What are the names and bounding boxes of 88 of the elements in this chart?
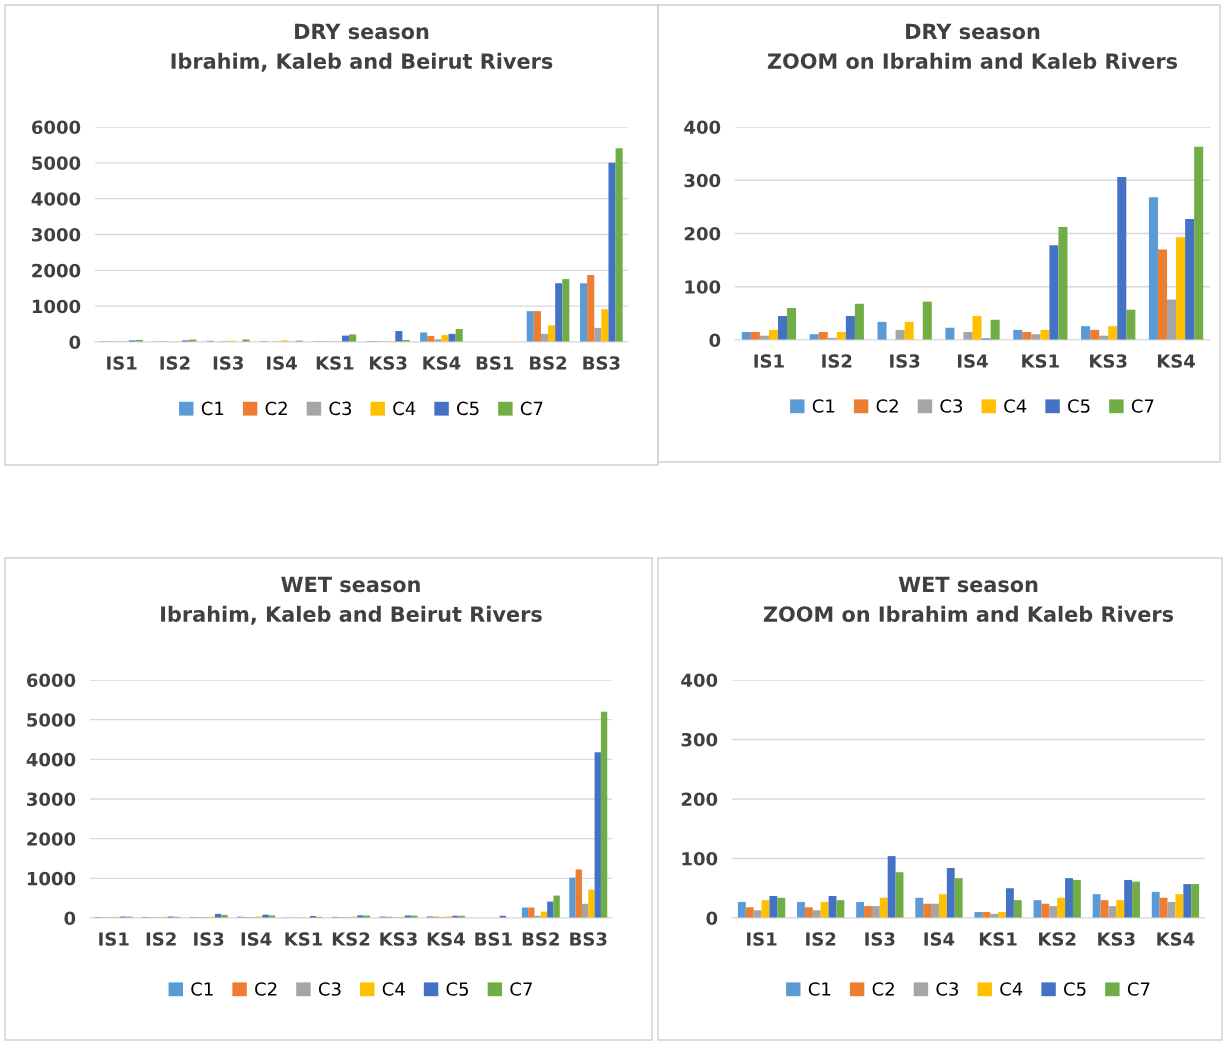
y-tick-label: 400 bbox=[684, 120, 721, 135]
y-tick-label: 4000 bbox=[26, 752, 76, 767]
x-tick-label: KS4 bbox=[423, 356, 461, 370]
x-tick-label: IS1 bbox=[99, 932, 129, 946]
legend-label: C4 bbox=[1004, 399, 1027, 413]
chart-title: WET season Ibrahim, Kaleb and Beirut Rivers bbox=[161, 576, 542, 625]
legend-label: C1 bbox=[191, 982, 213, 996]
x-tick-label: BS2 bbox=[530, 356, 567, 370]
y-tick-label: 100 bbox=[685, 280, 721, 294]
chart-title: DRY season Ibrahim, Kaleb and Beirut Rivers bbox=[171, 23, 553, 72]
x-tick-label: IS2 bbox=[806, 932, 836, 946]
x-tick-label: KS3 bbox=[1090, 354, 1127, 368]
legend-label: C3 bbox=[936, 982, 959, 996]
x-tick-label: IS4 bbox=[958, 354, 988, 368]
x-tick-label: IS2 bbox=[822, 354, 852, 368]
legend-label: C3 bbox=[329, 401, 352, 416]
x-tick-label: IS3 bbox=[213, 356, 243, 370]
x-tick-label: IS2 bbox=[160, 356, 190, 370]
legend-label: C7 bbox=[1127, 982, 1150, 996]
y-tick-label: 300 bbox=[681, 732, 718, 747]
y-tick-label: 0 bbox=[706, 911, 718, 926]
x-tick-label: KS1 bbox=[316, 356, 354, 370]
x-tick-label: IS4 bbox=[924, 932, 955, 946]
legend-label: C2 bbox=[265, 401, 287, 416]
y-tick-label: 400 bbox=[681, 673, 718, 688]
x-tick-label: IS3 bbox=[890, 354, 920, 368]
legend-label: C7 bbox=[1131, 399, 1154, 413]
legend-label: C1 bbox=[812, 399, 835, 413]
y-tick-label: 4000 bbox=[31, 192, 81, 206]
x-tick-label: KS4 bbox=[427, 932, 465, 946]
x-tick-label: IS4 bbox=[241, 932, 272, 946]
x-tick-label: IS4 bbox=[267, 356, 297, 370]
y-tick-label: 200 bbox=[684, 226, 721, 241]
legend-label: C5 bbox=[1064, 982, 1086, 996]
y-tick-label: 1000 bbox=[27, 871, 76, 886]
legend-label: C1 bbox=[808, 982, 831, 996]
legend-label: C5 bbox=[457, 401, 479, 416]
y-tick-label: 3000 bbox=[32, 227, 81, 242]
legend-label: C5 bbox=[1068, 399, 1090, 413]
x-tick-label: KS2 bbox=[332, 932, 370, 946]
x-tick-label: IS3 bbox=[194, 932, 224, 946]
x-tick-label: BS1 bbox=[475, 932, 512, 946]
y-tick-label: 0 bbox=[64, 911, 76, 926]
chart-title: DRY season ZOOM on Ibrahim and Kaleb Rivers bbox=[767, 23, 1178, 69]
x-tick-label: KS2 bbox=[1039, 932, 1076, 946]
x-tick-label: IS1 bbox=[747, 932, 777, 946]
x-tick-label: BS1 bbox=[476, 356, 514, 370]
y-tick-label: 6000 bbox=[31, 120, 81, 135]
y-tick-label: 0 bbox=[709, 333, 721, 348]
y-tick-label: 3000 bbox=[27, 792, 76, 807]
y-tick-label: 5000 bbox=[32, 156, 81, 170]
y-tick-label: 2000 bbox=[32, 263, 81, 278]
x-tick-label: KS1 bbox=[285, 932, 323, 946]
x-tick-label: BS3 bbox=[570, 932, 607, 946]
x-tick-label: BS3 bbox=[583, 356, 620, 370]
chart-title: WET season ZOOM on Ibrahim and Kaleb Rivers bbox=[763, 576, 1174, 622]
legend-label: C2 bbox=[255, 982, 277, 996]
y-tick-label: 6000 bbox=[26, 673, 76, 688]
legend-label: C7 bbox=[520, 401, 543, 416]
x-tick-label: IS2 bbox=[146, 932, 176, 946]
x-tick-label: KS4 bbox=[1157, 932, 1195, 946]
x-tick-label: IS1 bbox=[107, 356, 137, 370]
legend-label: C1 bbox=[201, 401, 224, 416]
x-tick-label: IS1 bbox=[754, 354, 784, 368]
y-tick-label: 200 bbox=[681, 792, 718, 807]
y-tick-label: 300 bbox=[684, 173, 721, 188]
x-tick-label: KS3 bbox=[380, 932, 417, 946]
x-tick-label: KS1 bbox=[1022, 354, 1059, 368]
legend-label: C4 bbox=[382, 982, 405, 996]
legend-label: C4 bbox=[393, 401, 416, 416]
legend-label: C2 bbox=[872, 982, 894, 996]
y-tick-label: 0 bbox=[69, 335, 81, 350]
y-tick-label: 5000 bbox=[27, 713, 76, 727]
x-tick-label: KS3 bbox=[1098, 932, 1135, 946]
y-tick-label: 1000 bbox=[32, 299, 81, 314]
legend-label: C3 bbox=[940, 399, 963, 413]
x-tick-label: KS4 bbox=[1157, 354, 1196, 368]
y-tick-label: 2000 bbox=[27, 832, 76, 846]
x-tick-label: BS2 bbox=[522, 932, 559, 946]
x-tick-label: IS3 bbox=[865, 932, 895, 946]
legend-label: C2 bbox=[876, 399, 898, 413]
legend-label: C7 bbox=[510, 982, 532, 996]
x-tick-label: KS1 bbox=[979, 932, 1017, 946]
legend-label: C4 bbox=[1000, 982, 1023, 996]
legend-label: C3 bbox=[318, 982, 341, 996]
legend-label: C5 bbox=[446, 982, 469, 996]
y-tick-label: 100 bbox=[682, 851, 718, 866]
x-tick-label: KS3 bbox=[370, 356, 407, 370]
